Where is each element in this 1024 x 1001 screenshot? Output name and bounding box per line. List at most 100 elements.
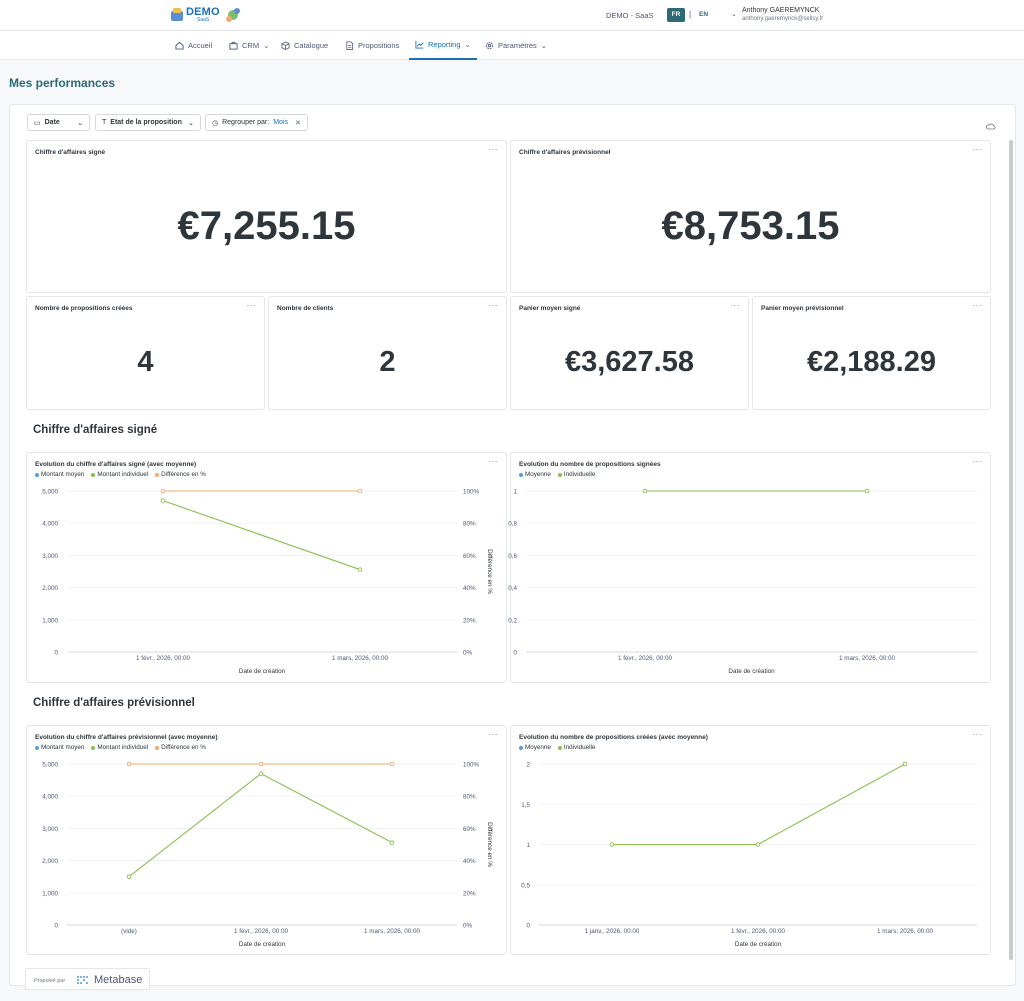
user-email: anthony.gaeremynck@sellsy.fr [742, 16, 824, 22]
chart-title: Evolution du chiffre d'affaires prévisio… [35, 734, 218, 741]
y-tick-label: 2,000 [42, 585, 58, 592]
y-tick-label: 1,000 [42, 617, 58, 624]
legend-item[interactable]: Montant individuel [91, 471, 148, 478]
more-icon[interactable]: ··· [972, 457, 982, 466]
legend-item[interactable]: Moyenne [519, 744, 551, 751]
line-chart: 0 1,000 2,000 3,000 4,000 5,000 0% 20% 40% 60% 80%… [42, 761, 493, 949]
lang-en-button[interactable]: EN [699, 11, 709, 18]
chart-card-ca-signe: Evolution du chiffre d'affaires signé (a… [26, 452, 507, 683]
series-line [128, 773, 393, 878]
nav-label: Paramètres [498, 41, 537, 50]
nav-item-propositions[interactable]: Propositions [345, 31, 399, 60]
more-icon[interactable]: ··· [730, 301, 740, 310]
box-icon [281, 41, 290, 50]
logo-text: DEMO [186, 6, 220, 18]
nav-item-accueil[interactable]: Accueil [175, 31, 212, 60]
more-icon[interactable]: ··· [488, 457, 498, 466]
chart-title: Evolution du chiffre d'affaires signé (a… [35, 461, 197, 468]
main-nav: Accueil CRM ⌄ Catalogue Propositions Rep… [0, 31, 1024, 60]
legend-item[interactable]: Moyenne [519, 471, 551, 478]
y-tick-label: 0 [54, 650, 58, 657]
nav-item-crm[interactable]: CRM ⌄ [229, 31, 269, 60]
briefcase-icon [229, 41, 238, 50]
home-icon [175, 41, 184, 50]
nav-item-catalogue[interactable]: Catalogue [281, 31, 328, 60]
filter-date[interactable]: ▭ Date ⌄ [27, 114, 90, 131]
legend-item[interactable]: Individuelle [557, 471, 595, 478]
y-tick-label: 2 [526, 762, 530, 769]
download-icon[interactable] [986, 123, 996, 131]
more-icon[interactable]: ··· [488, 730, 498, 739]
clock-icon: ◷ [212, 119, 219, 127]
y2-tick-label: 80% [463, 521, 476, 528]
page-title: Mes performances [9, 76, 116, 90]
y2-tick-label: 0% [463, 650, 473, 657]
y-tick-label: 0,4 [508, 585, 517, 592]
document-icon [346, 41, 354, 50]
data-point [357, 488, 363, 494]
kpi-value: €7,255.15 [177, 204, 356, 248]
logo-graphic [171, 8, 240, 22]
logo-subtext: SaaS [197, 17, 210, 23]
more-icon[interactable]: ··· [972, 145, 982, 154]
chart-legend: Montant moyen Montant individuel Différe… [35, 744, 206, 751]
y2-tick-label: 20% [463, 890, 476, 897]
legend-item[interactable]: Montant individuel [91, 744, 148, 751]
scrollbar[interactable] [1009, 140, 1013, 960]
y2-tick-label: 100% [463, 762, 480, 769]
y-tick-label: 4,000 [42, 521, 58, 528]
y-tick-label: 0 [513, 650, 517, 657]
lang-fr-button[interactable]: FR [667, 8, 685, 22]
section-title-signe: Chiffre d'affaires signé [33, 424, 158, 436]
company-logo[interactable]: DEMO SaaS [169, 5, 242, 25]
chevron-down-icon: ⌄ [77, 119, 83, 127]
more-icon[interactable]: ··· [488, 301, 498, 310]
y-tick-label: 0,6 [508, 553, 517, 560]
legend-item[interactable]: Montant moyen [35, 471, 84, 478]
nav-label: Propositions [358, 41, 400, 50]
legend-item[interactable]: Différence en % [155, 471, 206, 478]
y2-tick-label: 0% [463, 923, 473, 930]
top-bar: DEMO SaaS DEMO - SaaS FR | EN ⌄ Anthony … [0, 0, 1024, 31]
y-tick-label: 0 [526, 923, 530, 930]
y2-axis-label: Différence en % [486, 549, 493, 594]
nav-label: Reporting [428, 40, 461, 49]
data-point [389, 761, 395, 767]
nav-item-reporting[interactable]: Reporting ⌄ [409, 31, 477, 60]
nav-item-parametres[interactable]: Paramètres ⌄ [485, 31, 547, 60]
user-name[interactable]: Anthony GAEREMYNCK [742, 7, 820, 14]
more-icon[interactable]: ··· [488, 145, 498, 154]
chevron-down-icon[interactable]: ⌄ [731, 11, 737, 18]
chart-legend: Moyenne Individuelle [519, 471, 595, 478]
chart-icon [415, 40, 424, 49]
legend-item[interactable]: Différence en % [155, 744, 206, 751]
filter-group-by[interactable]: ◷ Regrouper par: Mois ✕ [205, 114, 308, 131]
y-tick-label: 2,000 [42, 858, 58, 865]
legend-item[interactable]: Montant moyen [35, 744, 84, 751]
y2-tick-label: 60% [463, 826, 476, 833]
x-tick-label: 1 févr., 2026, 00:00 [136, 655, 190, 662]
x-tick-label: 1 févr., 2026, 00:00 [234, 928, 288, 935]
chart-card-propositions-signees: Evolution du nombre de propositions sign… [508, 452, 991, 683]
x-axis-label: Date de création [735, 941, 782, 948]
kpi-value: 4 [137, 346, 154, 378]
more-icon[interactable]: ··· [972, 730, 982, 739]
more-icon[interactable]: ··· [246, 301, 256, 310]
kpi-value: €8,753.15 [661, 204, 840, 248]
chart-legend: Moyenne Individuelle [519, 744, 595, 751]
data-point [642, 488, 648, 494]
metabase-footer[interactable]: Propulsé par Metabase [25, 968, 150, 990]
chart-legend: Montant moyen Montant individuel Différe… [35, 471, 206, 478]
legend-item[interactable]: Individuelle [557, 744, 595, 751]
y-tick-label: 1,000 [42, 890, 58, 897]
data-point [160, 498, 166, 503]
chart-title: Evolution du nombre de propositions sign… [519, 461, 661, 468]
gear-icon [485, 41, 494, 50]
kpi-card-ca-signe: Chiffre d'affaires signé ··· €7,255.15 [26, 140, 507, 293]
kpi-value: €3,627.58 [564, 346, 694, 378]
y-tick-label: 1 [513, 489, 517, 496]
close-icon[interactable]: ✕ [294, 119, 301, 127]
more-icon[interactable]: ··· [972, 301, 982, 310]
chart-title: Evolution du nombre de propositions créé… [519, 734, 708, 741]
filter-etat[interactable]: T Etat de la proposition ⌄ [95, 114, 201, 131]
